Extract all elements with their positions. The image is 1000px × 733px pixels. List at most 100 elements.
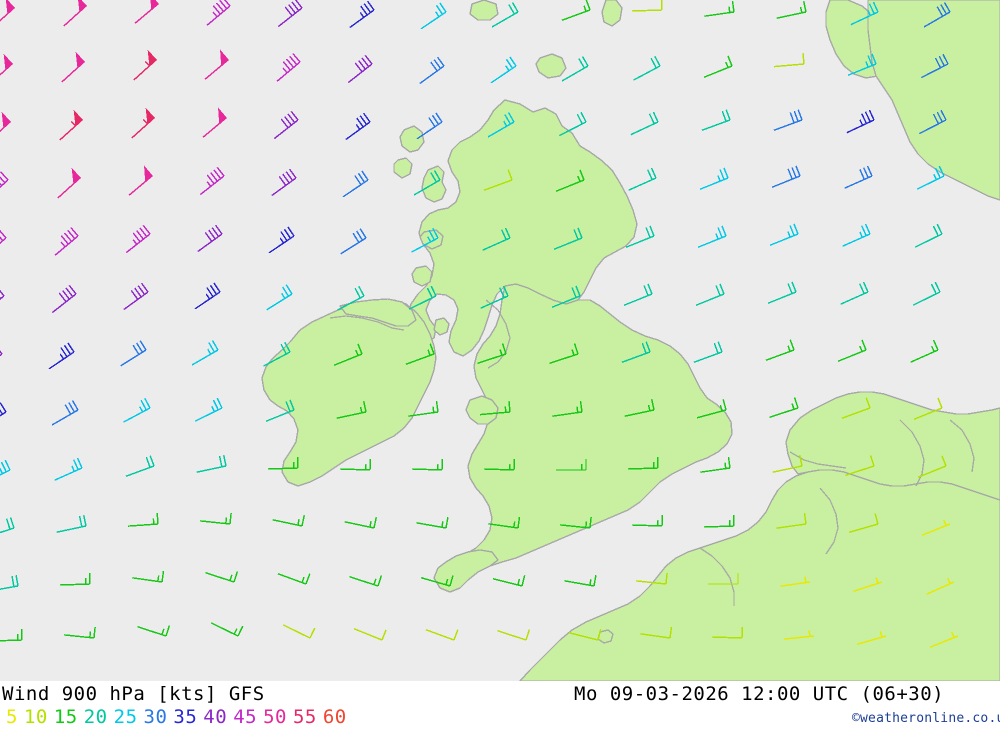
wind-barb	[416, 112, 443, 140]
barb-full	[715, 285, 721, 296]
barb-half	[281, 292, 286, 299]
barb-shaft	[696, 409, 727, 419]
wind-barb	[765, 339, 795, 361]
wind-map-canvas[interactable]	[0, 0, 1000, 681]
barb-shaft	[784, 635, 815, 640]
wind-barb	[204, 49, 230, 80]
wind-barb	[125, 224, 151, 254]
wind-barb	[59, 572, 91, 586]
wind-barb	[206, 0, 231, 26]
barb-half	[161, 628, 165, 635]
barb-shaft	[844, 175, 873, 189]
barb-full	[288, 4, 296, 14]
barb-shaft	[568, 631, 599, 641]
barb-shaft	[420, 577, 451, 587]
wind-barb	[131, 107, 156, 139]
scale-tick-20: 20	[83, 706, 108, 728]
wind-barb	[273, 110, 299, 140]
wind-barb	[929, 631, 959, 648]
barb-full	[132, 344, 140, 355]
barb-full	[429, 343, 435, 355]
land-scandinavia	[867, 0, 1000, 201]
wind-barb	[631, 514, 664, 527]
barb-full	[445, 517, 449, 529]
barb-shaft	[480, 295, 509, 309]
barb-shaft	[59, 583, 91, 586]
barb-shaft	[560, 524, 591, 529]
barb-full	[140, 399, 147, 411]
barb-full	[68, 284, 77, 295]
landmasses	[261, 0, 1000, 681]
barb-half	[583, 5, 587, 12]
barb-full	[285, 58, 295, 68]
barb-full	[362, 112, 371, 123]
barb-shaft	[564, 580, 595, 587]
barb-shaft	[194, 291, 221, 310]
scale-tick-25: 25	[113, 706, 138, 728]
wind-barb	[0, 402, 7, 417]
scale-tick-55: 55	[292, 706, 317, 728]
barb-full	[0, 350, 3, 355]
barb-shaft	[125, 233, 151, 254]
barb-full	[364, 54, 373, 65]
barb-half	[369, 521, 372, 528]
barb-full	[0, 176, 6, 184]
barb-full	[430, 172, 438, 183]
barb-half	[791, 403, 795, 410]
barb-shaft	[913, 407, 943, 420]
barb-full	[579, 401, 583, 413]
barb-shaft	[408, 295, 437, 310]
scale-tick-15: 15	[53, 706, 78, 728]
barb-full	[381, 629, 387, 641]
barb-shaft	[780, 581, 811, 587]
barb-half	[229, 574, 233, 581]
barb-shaft	[837, 349, 867, 362]
barb-full	[791, 167, 797, 178]
wind-barb	[197, 224, 223, 253]
barb-shaft	[850, 11, 879, 26]
wind-barb	[693, 341, 723, 363]
barb-full	[428, 117, 436, 128]
barb-half	[875, 577, 879, 584]
barb-full	[211, 340, 219, 351]
barb-full	[222, 455, 227, 467]
wind-barb	[340, 228, 367, 255]
barb-shaft	[408, 411, 439, 417]
barb-full	[212, 399, 219, 411]
barb-full	[722, 399, 727, 411]
barb-full	[65, 287, 74, 298]
wind-barb	[837, 339, 867, 362]
barb-half	[867, 9, 872, 16]
barb-half	[859, 231, 863, 238]
barb-full	[934, 57, 942, 69]
barb-full	[433, 170, 441, 181]
barb-half	[205, 293, 211, 300]
barb-full	[502, 285, 509, 297]
wind-barb	[267, 456, 299, 470]
barb-shaft	[914, 233, 943, 248]
barb-full	[211, 227, 220, 237]
barb-full	[233, 571, 239, 583]
wind-barb	[708, 573, 739, 585]
barb-full	[76, 457, 83, 469]
barb-full	[284, 341, 291, 353]
barb-full	[362, 401, 367, 413]
wind-barb	[556, 459, 587, 471]
wind-barb	[841, 397, 871, 419]
wind-barb	[703, 514, 735, 528]
barb-half	[0, 467, 4, 475]
wind-barb	[268, 226, 295, 254]
barb-half	[589, 579, 592, 586]
barb-full	[280, 231, 288, 242]
barb-shaft	[337, 295, 365, 311]
wind-barb	[564, 575, 597, 587]
barb-full	[62, 290, 70, 300]
barb-shaft	[483, 179, 513, 191]
wind-barb	[125, 455, 155, 477]
wind-barb	[703, 55, 733, 78]
barb-full	[589, 517, 592, 529]
barb-shaft	[920, 63, 949, 79]
barb-half	[879, 631, 883, 638]
barb-full	[360, 5, 368, 16]
barb-shaft	[916, 175, 945, 190]
